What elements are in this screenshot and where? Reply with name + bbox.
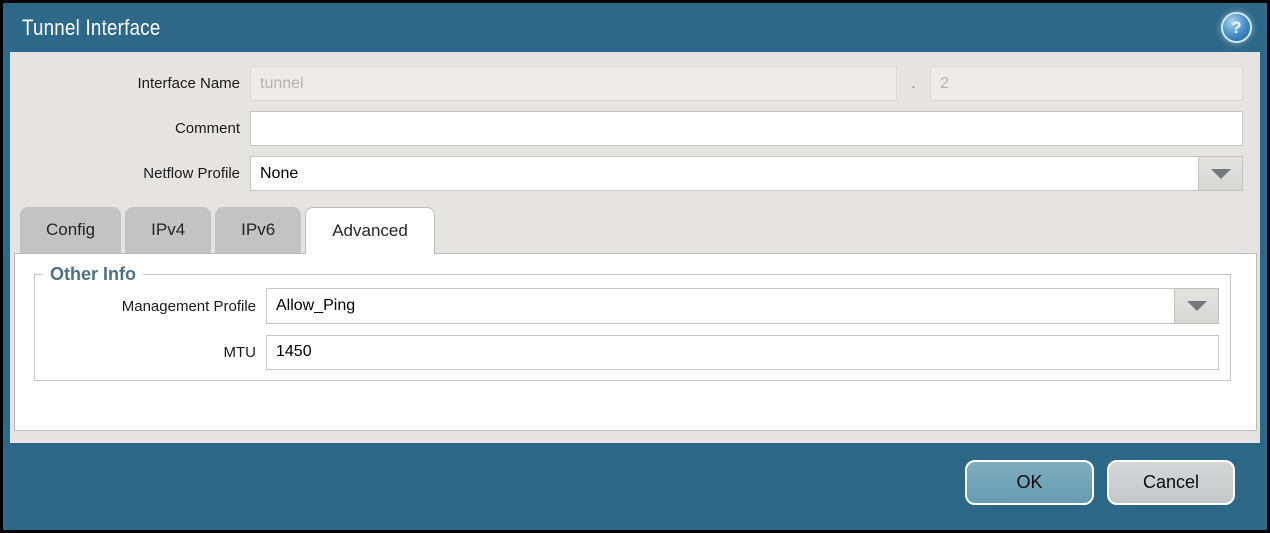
tab-ipv6[interactable]: IPv6: [215, 207, 302, 253]
other-info-fieldset: Other Info Management Profile MTU: [34, 264, 1231, 381]
ok-button[interactable]: OK: [965, 460, 1094, 505]
tab-bar: Config IPv4 IPv6 Advanced: [10, 207, 1260, 254]
interface-name-row: Interface Name .: [10, 66, 1260, 101]
dropdown-arrow-icon: [1186, 301, 1207, 311]
interface-name-label: Interface Name: [137, 75, 240, 92]
management-profile-label: Management Profile: [121, 297, 256, 315]
tab-ipv4[interactable]: IPv4: [125, 207, 212, 253]
netflow-profile-dropdown-button[interactable]: [1198, 156, 1243, 191]
netflow-profile-dropdown[interactable]: [250, 156, 1243, 191]
dialog-footer: OK Cancel: [3, 443, 1267, 530]
dialog-title: Tunnel Interface: [22, 14, 161, 40]
netflow-profile-value[interactable]: [250, 156, 1198, 191]
dialog-body: Interface Name . Comment Netflow Profile…: [10, 52, 1260, 443]
tab-config[interactable]: Config: [20, 207, 122, 253]
netflow-profile-label: Netflow Profile: [143, 165, 240, 182]
management-profile-value[interactable]: [266, 288, 1174, 324]
dropdown-arrow-icon: [1210, 168, 1231, 179]
cancel-button[interactable]: Cancel: [1107, 460, 1235, 505]
management-profile-dropdown-button[interactable]: [1174, 288, 1219, 324]
management-profile-dropdown[interactable]: [266, 288, 1219, 324]
management-profile-row: Management Profile: [35, 288, 1230, 324]
comment-row: Comment: [10, 111, 1260, 146]
dialog-titlebar: Tunnel Interface ?: [3, 3, 1267, 52]
interface-name-separator: .: [911, 74, 916, 92]
advanced-tab-panel: Other Info Management Profile MTU: [14, 253, 1257, 431]
mtu-row: MTU: [35, 334, 1230, 370]
help-icon[interactable]: ?: [1223, 14, 1250, 41]
netflow-profile-row: Netflow Profile: [10, 156, 1260, 191]
mtu-input[interactable]: [266, 334, 1219, 370]
tab-advanced[interactable]: Advanced: [305, 207, 435, 254]
other-info-section-title: Other Info: [50, 264, 136, 284]
mtu-label: MTU: [223, 343, 257, 361]
interface-name-input: [250, 66, 897, 101]
comment-input[interactable]: [250, 111, 1243, 146]
comment-label: Comment: [174, 120, 240, 137]
subinterface-number-input: [930, 66, 1243, 101]
